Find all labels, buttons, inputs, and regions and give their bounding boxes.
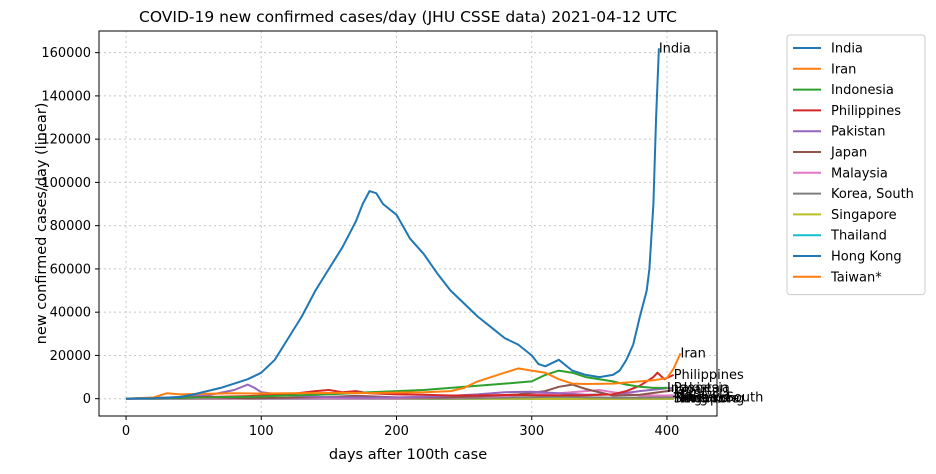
y-tick-label: 20000 [50,349,91,364]
y-tick-label: 140000 [41,89,91,104]
end-label: India [659,41,691,56]
axis-ticks: 0 100 200 300 400 0 20000 40000 60000 80000 100000… [41,46,679,439]
legend-entry: Indonesia [831,83,894,98]
end-label: Thailand [673,391,730,406]
x-tick-label: 400 [655,424,680,439]
legend-entry: Korea, South [831,187,914,202]
series-line-iran [125,352,682,400]
end-label: Pakistan [674,381,728,396]
end-label: Japan [673,383,710,398]
legend-entry: Taiwan* [830,270,882,285]
legend-frame [786,34,926,296]
chart-title: COVID-19 new confirmed cases/day (JHU CS… [139,8,677,26]
series-line-philippines [125,371,675,400]
x-tick-label: 300 [519,424,544,439]
y-tick-label: 0 [83,392,91,407]
end-label: Taiwan* [673,392,725,407]
end-label: Indonesia [667,381,730,396]
legend-entry: Hong Kong [831,250,902,265]
y-tick-label: 60000 [50,262,91,277]
legend-entry: Thailand [830,229,887,244]
legend-entry: Pakistan [831,125,885,140]
legend-entry: Japan [830,146,867,161]
plot-series [125,48,682,400]
legend-entry: India [831,42,863,57]
end-label: Singapore [674,392,740,407]
y-axis-label: new confirmed cases/day (linear) [34,103,50,345]
legend: India Iran Indonesia Philippines Pakistan Jap… [786,34,926,296]
legend-entry: Singapore [831,208,897,223]
end-label: Malaysia [674,388,731,403]
y-tick-label: 100000 [41,176,91,191]
legend-entry: Philippines [831,104,901,119]
legend-entry: Iran [831,62,856,77]
series-line-india [125,48,660,400]
x-tick-label: 0 [122,424,130,439]
x-tick-label: 200 [384,424,409,439]
end-label: Iran [680,346,705,361]
y-tick-label: 120000 [41,133,91,148]
x-tick-label: 100 [249,424,274,439]
y-tick-label: 160000 [41,46,91,61]
plot-frame [98,30,718,417]
y-tick-label: 40000 [50,306,91,321]
y-tick-label: 80000 [50,219,91,234]
end-label: Hong Kong [674,392,745,407]
end-label: Korea, South [680,390,763,405]
end-label: Philippines [674,368,744,383]
grid-lines [99,31,717,416]
end-labels: India Iran IndonesiaPhilippinesPakistanJap… [659,41,764,406]
legend-entry: Malaysia [831,166,888,181]
x-axis-label: days after 100th case [329,447,487,463]
